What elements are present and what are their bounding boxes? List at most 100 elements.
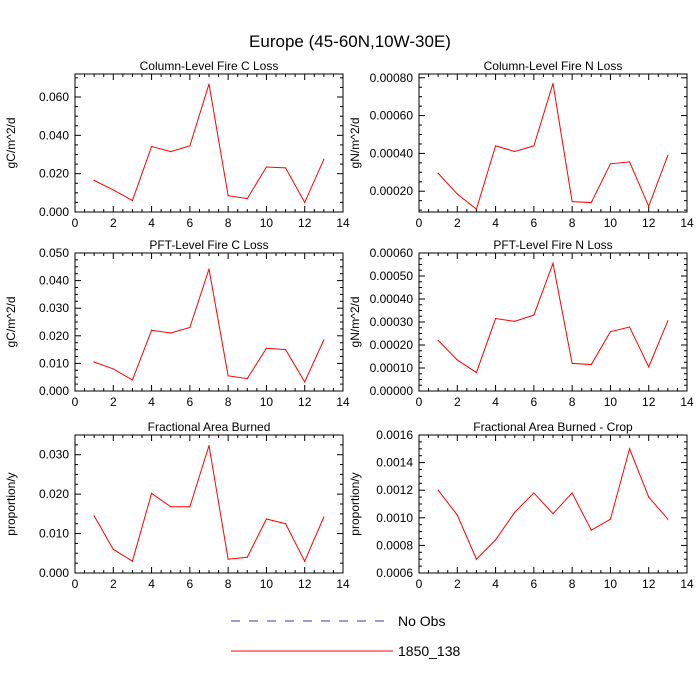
panels: Column-Level Fire C Loss gC/m^2/d 0 2 4 6 8 10 1… bbox=[4, 59, 694, 591]
panel-3: PFT-Level Fire C Loss gC/m^2/d 0 2 4 6 8 10 12 14… bbox=[4, 238, 350, 409]
data-point bbox=[628, 448, 631, 450]
data-point bbox=[648, 366, 650, 368]
data-point bbox=[494, 317, 497, 320]
y-tick-label: 0.0012 bbox=[376, 483, 413, 497]
panel-1: Column-Level Fire C Loss gC/m^2/d 0 2 4 6 8 10 1… bbox=[4, 59, 350, 230]
y-tick-label: 0.00020 bbox=[370, 184, 414, 198]
x-tick-label: 8 bbox=[225, 395, 232, 409]
y-tick-label: 0.050 bbox=[39, 246, 69, 260]
series-line bbox=[437, 261, 669, 374]
data-point bbox=[628, 161, 631, 163]
data-point bbox=[131, 379, 134, 381]
y-tick-label: 0.000 bbox=[39, 566, 69, 580]
x-tick-label: 4 bbox=[148, 577, 155, 591]
data-point bbox=[93, 179, 95, 181]
data-point bbox=[590, 363, 592, 366]
x-tick-label: 12 bbox=[298, 216, 312, 230]
x-tick-label: 14 bbox=[336, 216, 350, 230]
data-point bbox=[475, 372, 478, 374]
data-point bbox=[514, 511, 516, 513]
y-tick-label: 0.060 bbox=[39, 90, 69, 104]
data-point bbox=[590, 529, 592, 531]
y-tick-label: 0.00040 bbox=[370, 292, 414, 306]
x-tick-label: 2 bbox=[110, 577, 117, 591]
data-point bbox=[667, 320, 669, 322]
y-tick-label: 0.000 bbox=[39, 384, 69, 398]
data-point bbox=[170, 151, 172, 153]
y-tick-label: 0.00050 bbox=[370, 269, 414, 283]
x-tick-label: 8 bbox=[569, 577, 576, 591]
legend-label: No Obs bbox=[398, 613, 445, 629]
data-point bbox=[323, 516, 325, 518]
data-point bbox=[475, 208, 478, 210]
y-tick-label: 0.030 bbox=[39, 448, 69, 462]
y-tick-label: 0.010 bbox=[39, 356, 69, 370]
panel-title: Fractional Area Burned bbox=[148, 420, 271, 434]
x-tick-label: 6 bbox=[531, 577, 538, 591]
data-point bbox=[475, 558, 478, 560]
legend: No Obs 1850_138 bbox=[231, 613, 461, 659]
y-tick-label: 0.0010 bbox=[376, 511, 413, 525]
x-tick-label: 4 bbox=[148, 395, 155, 409]
data-point bbox=[456, 193, 458, 195]
y-axis-label: gC/m^2/d bbox=[4, 297, 18, 348]
x-tick-label: 0 bbox=[72, 216, 79, 230]
x-tick-label: 0 bbox=[416, 395, 423, 409]
data-point bbox=[246, 197, 248, 200]
x-tick-label: 10 bbox=[604, 216, 618, 230]
x-tick-label: 14 bbox=[680, 216, 694, 230]
panel-6: Fractional Area Burned - Crop proportion/… bbox=[348, 420, 694, 591]
data-point bbox=[648, 205, 650, 207]
data-point bbox=[150, 492, 153, 494]
y-axis-label: gN/m^2/d bbox=[348, 118, 362, 169]
data-point bbox=[189, 145, 191, 147]
x-tick-label: 2 bbox=[110, 395, 117, 409]
x-tick-label: 4 bbox=[492, 216, 499, 230]
x-tick-label: 2 bbox=[454, 577, 461, 591]
legend-label: 1850_138 bbox=[398, 643, 461, 659]
data-point bbox=[494, 539, 497, 541]
data-point bbox=[284, 167, 287, 169]
y-tick-label: 0.0014 bbox=[376, 456, 413, 470]
y-tick-label: 0.0016 bbox=[376, 428, 413, 442]
panel-title: PFT-Level Fire C Loss bbox=[149, 238, 268, 252]
x-tick-label: 4 bbox=[148, 216, 155, 230]
y-tick-label: 0.00060 bbox=[370, 109, 414, 123]
y-tick-label: 0.000 bbox=[39, 205, 69, 219]
x-tick-label: 6 bbox=[187, 395, 194, 409]
x-tick-label: 10 bbox=[604, 395, 618, 409]
data-point bbox=[552, 82, 554, 85]
y-tick-label: 0.0008 bbox=[376, 538, 413, 552]
x-tick-label: 4 bbox=[492, 577, 499, 591]
data-point bbox=[112, 189, 114, 191]
data-point bbox=[304, 560, 306, 562]
data-point bbox=[609, 518, 612, 520]
x-tick-label: 12 bbox=[298, 577, 312, 591]
x-tick-label: 6 bbox=[531, 395, 538, 409]
x-tick-label: 8 bbox=[225, 216, 232, 230]
y-tick-label: 0.020 bbox=[39, 167, 69, 181]
data-point bbox=[533, 492, 535, 494]
data-point bbox=[552, 262, 554, 264]
x-tick-label: 12 bbox=[298, 395, 312, 409]
y-tick-label: 0.020 bbox=[39, 329, 69, 343]
y-tick-label: 0.00040 bbox=[370, 146, 414, 160]
data-point bbox=[628, 326, 631, 328]
data-point bbox=[571, 201, 573, 203]
x-tick-label: 8 bbox=[225, 577, 232, 591]
x-tick-label: 12 bbox=[642, 216, 656, 230]
x-tick-label: 10 bbox=[260, 577, 274, 591]
y-tick-label: 0.0006 bbox=[376, 566, 413, 580]
x-tick-label: 14 bbox=[336, 577, 350, 591]
data-point bbox=[494, 145, 497, 147]
x-tick-label: 8 bbox=[569, 216, 576, 230]
x-tick-label: 0 bbox=[416, 577, 423, 591]
data-point bbox=[246, 556, 248, 558]
data-point bbox=[304, 201, 306, 204]
legend-entry: No Obs bbox=[231, 613, 445, 629]
x-tick-label: 10 bbox=[604, 577, 618, 591]
series-line bbox=[93, 445, 325, 563]
data-point bbox=[456, 514, 458, 516]
data-point bbox=[437, 339, 439, 341]
data-point bbox=[170, 332, 172, 334]
